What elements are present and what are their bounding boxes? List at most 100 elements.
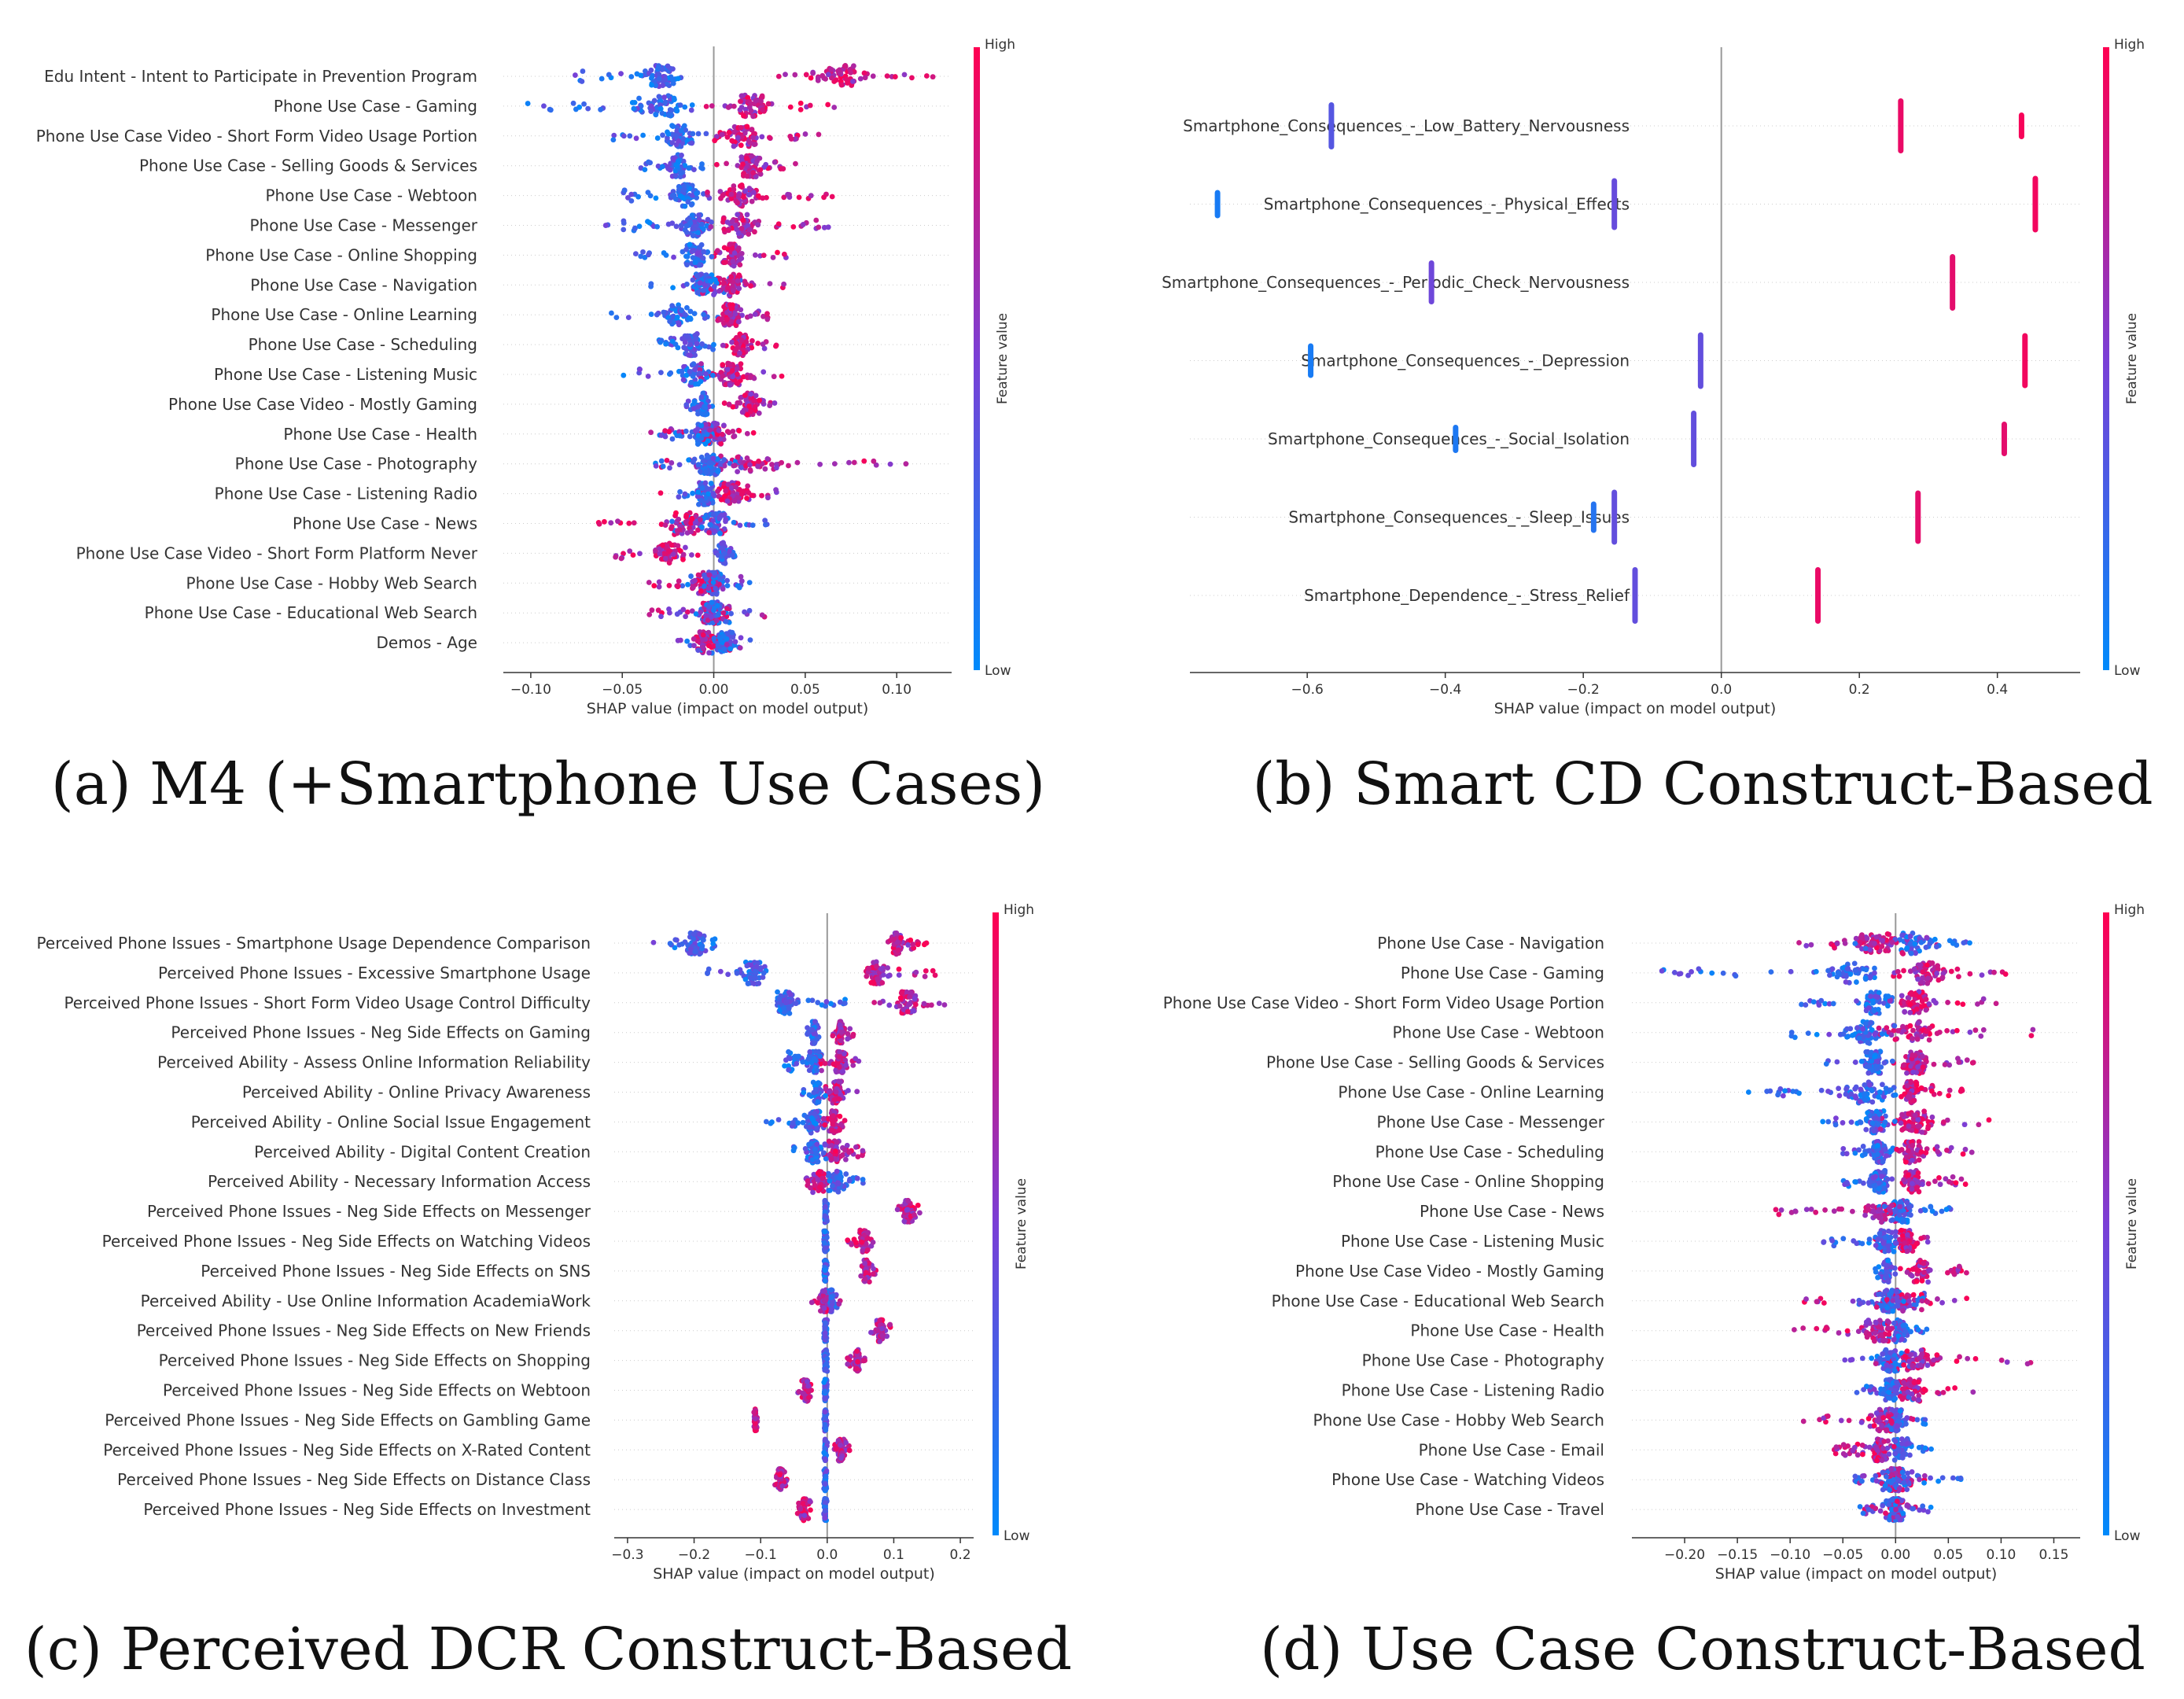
shap-point xyxy=(715,469,721,474)
shap-point xyxy=(898,934,904,941)
shap-point xyxy=(787,1056,793,1062)
shap-point xyxy=(742,393,748,399)
feature-label: Perceived Phone Issues - Neg Side Effect… xyxy=(171,1023,591,1042)
shap-point xyxy=(815,1177,821,1182)
shap-point xyxy=(661,94,668,101)
shap-point xyxy=(680,377,687,383)
shap-point xyxy=(822,1278,828,1284)
shap-point xyxy=(713,161,720,168)
colorbar-low-label: Low xyxy=(985,663,1011,679)
shap-point xyxy=(717,636,724,643)
shap-point xyxy=(815,77,821,83)
shap-point xyxy=(733,341,739,346)
shap-point xyxy=(761,345,768,352)
shap-point xyxy=(746,231,752,237)
shap-point xyxy=(602,518,607,525)
shap-point xyxy=(821,1298,827,1304)
shap-point xyxy=(711,606,717,611)
shap-point xyxy=(657,105,664,112)
shap-point xyxy=(665,131,672,137)
shap-point xyxy=(673,510,679,516)
shap-point xyxy=(705,216,711,223)
shap-point xyxy=(683,246,689,252)
shap-point xyxy=(651,98,657,104)
shap-point xyxy=(660,463,666,470)
shap-point xyxy=(627,133,633,139)
shap-point xyxy=(775,221,782,227)
shap-point xyxy=(621,372,627,378)
shap-point xyxy=(708,481,714,486)
shap-point xyxy=(728,610,734,617)
shap-point xyxy=(725,285,731,291)
shap-point xyxy=(585,105,591,112)
shap-point xyxy=(829,1143,834,1148)
shap-point xyxy=(688,379,694,385)
shap-point xyxy=(745,223,751,229)
shap-point xyxy=(860,1177,866,1182)
shap-point xyxy=(755,193,761,199)
feature-label: Phone Use Case Video - Short Form Platfo… xyxy=(76,544,478,562)
shap-point xyxy=(678,170,683,176)
shap-point xyxy=(724,134,731,140)
shap-point xyxy=(695,131,702,137)
shap-point xyxy=(728,274,735,280)
shap-point xyxy=(633,251,639,257)
shap-point xyxy=(838,1037,844,1044)
shap-point xyxy=(809,1026,816,1033)
shap-point xyxy=(738,256,745,261)
shap-point xyxy=(822,1267,828,1273)
shap-point xyxy=(720,216,727,222)
shap-point xyxy=(668,542,675,548)
shap-point xyxy=(662,522,668,529)
shap-point xyxy=(671,95,677,101)
shap-point xyxy=(720,373,726,379)
shap-point xyxy=(885,965,891,971)
shap-point xyxy=(815,1099,821,1104)
shap-point xyxy=(893,930,900,936)
shap-point xyxy=(832,1128,838,1134)
shap-point xyxy=(716,427,722,433)
shap-point xyxy=(695,572,702,578)
shap-point xyxy=(822,1198,828,1204)
shap-point xyxy=(621,133,627,139)
shap-point xyxy=(694,441,701,448)
shap-point xyxy=(675,76,681,82)
shap-point xyxy=(718,440,724,447)
shap-point xyxy=(864,1247,871,1253)
shap-point xyxy=(691,406,697,411)
shap-point xyxy=(663,551,669,557)
shap-point xyxy=(525,101,531,106)
shap-point xyxy=(690,131,696,137)
shap-point xyxy=(836,1054,842,1060)
shap-point xyxy=(878,966,884,972)
shap-point xyxy=(698,609,704,615)
shap-point xyxy=(710,511,716,518)
shap-point xyxy=(845,1088,851,1093)
shap-point xyxy=(877,1318,883,1323)
shap-point xyxy=(778,166,784,171)
shap-point xyxy=(808,75,814,81)
shap-point xyxy=(649,607,655,614)
shap-point xyxy=(732,463,738,469)
shap-point xyxy=(628,197,635,204)
feature-label: Smartphone_Dependence_-_Stress_Relief xyxy=(1304,586,1630,605)
shap-point xyxy=(832,1148,838,1154)
shap-point xyxy=(748,391,754,397)
shap-point xyxy=(648,103,654,109)
shap-point xyxy=(703,370,709,377)
shap-point xyxy=(625,315,632,321)
shap-point xyxy=(751,397,757,404)
shap-point xyxy=(848,69,854,76)
shap-point xyxy=(660,542,666,548)
shap-point xyxy=(756,980,762,986)
shap-point xyxy=(648,429,654,436)
shap-point xyxy=(647,160,654,166)
shap-point xyxy=(913,969,919,975)
shap-point xyxy=(742,130,748,136)
shap-cluster xyxy=(1915,490,1921,544)
shap-point xyxy=(884,73,890,79)
shap-point xyxy=(705,455,711,460)
shap-point xyxy=(822,1229,828,1235)
shap-point xyxy=(680,135,687,142)
shap-point xyxy=(699,524,705,530)
